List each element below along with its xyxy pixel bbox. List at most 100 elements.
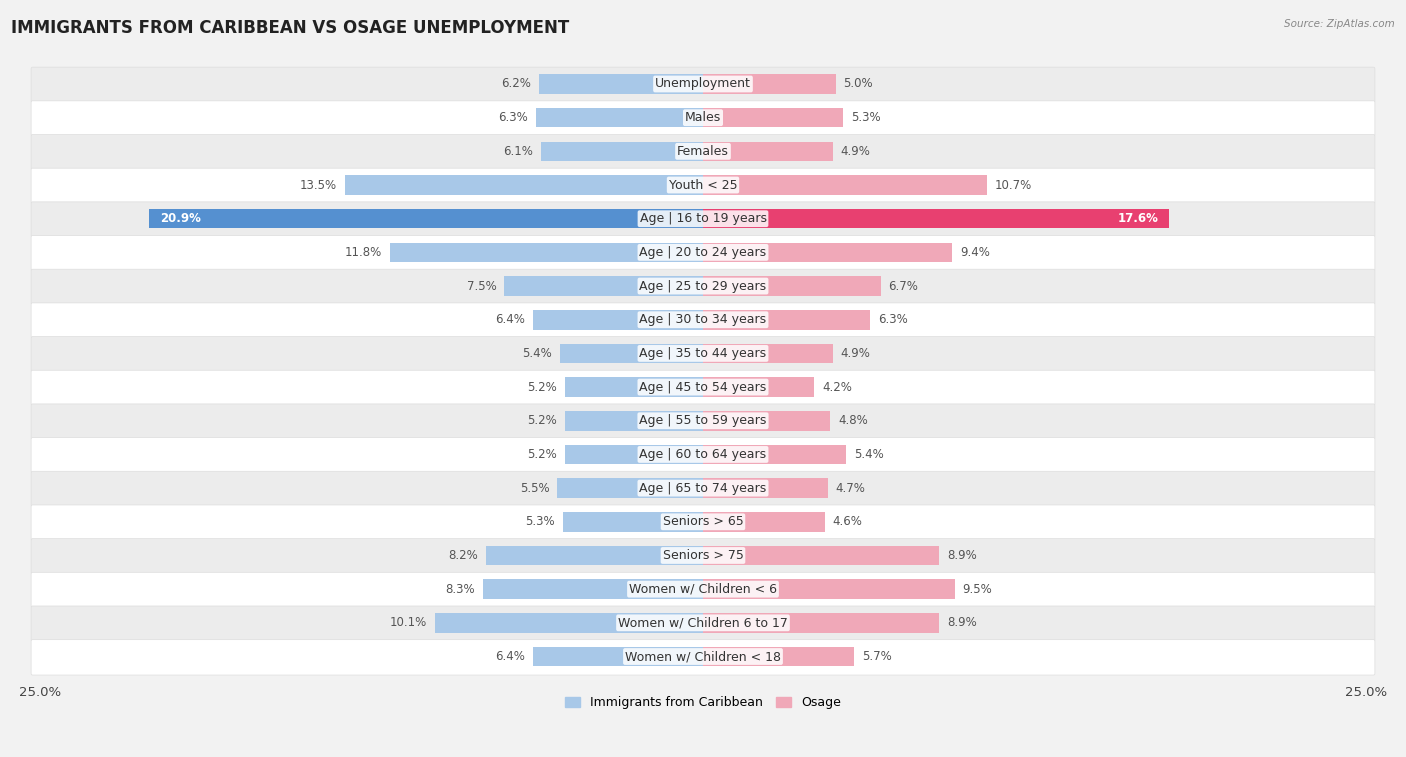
Bar	[536, 108, 703, 127]
Text: 20.9%: 20.9%	[160, 212, 201, 225]
Text: IMMIGRANTS FROM CARIBBEAN VS OSAGE UNEMPLOYMENT: IMMIGRANTS FROM CARIBBEAN VS OSAGE UNEMP…	[11, 19, 569, 37]
Text: 6.7%: 6.7%	[889, 279, 918, 292]
Text: 4.8%: 4.8%	[838, 414, 868, 427]
Bar	[565, 411, 703, 431]
Text: 9.4%: 9.4%	[960, 246, 990, 259]
Text: 7.5%: 7.5%	[467, 279, 496, 292]
FancyBboxPatch shape	[31, 404, 1375, 439]
Bar	[703, 344, 832, 363]
Text: Age | 65 to 74 years: Age | 65 to 74 years	[640, 481, 766, 494]
FancyBboxPatch shape	[31, 370, 1375, 406]
Text: 17.6%: 17.6%	[1118, 212, 1159, 225]
Bar	[703, 108, 844, 127]
Text: 6.3%: 6.3%	[498, 111, 529, 124]
Bar	[703, 444, 846, 464]
Text: 13.5%: 13.5%	[299, 179, 337, 192]
Text: 5.2%: 5.2%	[527, 414, 557, 427]
Text: 6.2%: 6.2%	[501, 77, 530, 91]
Text: 5.7%: 5.7%	[862, 650, 891, 663]
Bar	[703, 512, 825, 531]
Text: 8.2%: 8.2%	[449, 549, 478, 562]
Text: 5.4%: 5.4%	[853, 448, 884, 461]
FancyBboxPatch shape	[31, 202, 1375, 237]
Text: Age | 20 to 24 years: Age | 20 to 24 years	[640, 246, 766, 259]
Text: 4.2%: 4.2%	[823, 381, 852, 394]
Text: 4.9%: 4.9%	[841, 347, 870, 360]
Text: Age | 25 to 29 years: Age | 25 to 29 years	[640, 279, 766, 292]
Text: Women w/ Children < 6: Women w/ Children < 6	[628, 583, 778, 596]
Bar	[703, 377, 814, 397]
Bar	[557, 478, 703, 498]
FancyBboxPatch shape	[31, 472, 1375, 506]
Text: Males: Males	[685, 111, 721, 124]
Text: 8.9%: 8.9%	[946, 549, 977, 562]
Text: Females: Females	[678, 145, 728, 158]
Bar	[560, 344, 703, 363]
FancyBboxPatch shape	[31, 135, 1375, 170]
Text: 11.8%: 11.8%	[344, 246, 382, 259]
Text: Women w/ Children 6 to 17: Women w/ Children 6 to 17	[619, 616, 787, 629]
Text: Age | 55 to 59 years: Age | 55 to 59 years	[640, 414, 766, 427]
Bar	[703, 176, 987, 195]
FancyBboxPatch shape	[31, 640, 1375, 675]
FancyBboxPatch shape	[31, 606, 1375, 641]
Bar	[346, 176, 703, 195]
Bar	[484, 579, 703, 599]
FancyBboxPatch shape	[31, 303, 1375, 338]
Text: 5.4%: 5.4%	[522, 347, 553, 360]
Bar	[149, 209, 703, 229]
Text: Age | 30 to 34 years: Age | 30 to 34 years	[640, 313, 766, 326]
Text: 5.2%: 5.2%	[527, 381, 557, 394]
Bar	[703, 276, 880, 296]
Text: Unemployment: Unemployment	[655, 77, 751, 91]
FancyBboxPatch shape	[31, 168, 1375, 204]
Bar	[703, 74, 835, 94]
Bar	[533, 310, 703, 329]
Text: Source: ZipAtlas.com: Source: ZipAtlas.com	[1284, 19, 1395, 29]
Text: 5.2%: 5.2%	[527, 448, 557, 461]
Bar	[703, 478, 828, 498]
Bar	[703, 411, 830, 431]
FancyBboxPatch shape	[31, 572, 1375, 608]
Bar	[703, 310, 870, 329]
Text: 6.4%: 6.4%	[495, 313, 526, 326]
Bar	[703, 242, 952, 262]
Bar	[565, 444, 703, 464]
Bar	[533, 646, 703, 666]
Text: 10.7%: 10.7%	[994, 179, 1032, 192]
Bar	[703, 142, 832, 161]
Text: Youth < 25: Youth < 25	[669, 179, 737, 192]
Text: Age | 60 to 64 years: Age | 60 to 64 years	[640, 448, 766, 461]
Text: Seniors > 75: Seniors > 75	[662, 549, 744, 562]
Bar	[538, 74, 703, 94]
Bar	[505, 276, 703, 296]
Text: 6.1%: 6.1%	[503, 145, 533, 158]
Bar	[703, 209, 1170, 229]
Text: 6.4%: 6.4%	[495, 650, 526, 663]
FancyBboxPatch shape	[31, 337, 1375, 372]
Text: 8.3%: 8.3%	[446, 583, 475, 596]
Bar	[703, 613, 939, 633]
Text: Age | 16 to 19 years: Age | 16 to 19 years	[640, 212, 766, 225]
FancyBboxPatch shape	[31, 539, 1375, 574]
Text: 5.5%: 5.5%	[520, 481, 550, 494]
Bar	[541, 142, 703, 161]
Text: Age | 35 to 44 years: Age | 35 to 44 years	[640, 347, 766, 360]
Text: 9.5%: 9.5%	[963, 583, 993, 596]
Text: 6.3%: 6.3%	[877, 313, 908, 326]
FancyBboxPatch shape	[31, 438, 1375, 473]
Legend: Immigrants from Caribbean, Osage: Immigrants from Caribbean, Osage	[561, 691, 845, 714]
Bar	[703, 579, 955, 599]
Text: Age | 45 to 54 years: Age | 45 to 54 years	[640, 381, 766, 394]
Text: 4.6%: 4.6%	[832, 516, 863, 528]
Bar	[436, 613, 703, 633]
FancyBboxPatch shape	[31, 235, 1375, 271]
Text: Women w/ Children < 18: Women w/ Children < 18	[626, 650, 780, 663]
Text: 8.9%: 8.9%	[946, 616, 977, 629]
FancyBboxPatch shape	[31, 505, 1375, 540]
FancyBboxPatch shape	[31, 101, 1375, 136]
Text: 10.1%: 10.1%	[389, 616, 427, 629]
Bar	[703, 546, 939, 565]
Text: 5.3%: 5.3%	[524, 516, 554, 528]
Text: 5.3%: 5.3%	[852, 111, 882, 124]
